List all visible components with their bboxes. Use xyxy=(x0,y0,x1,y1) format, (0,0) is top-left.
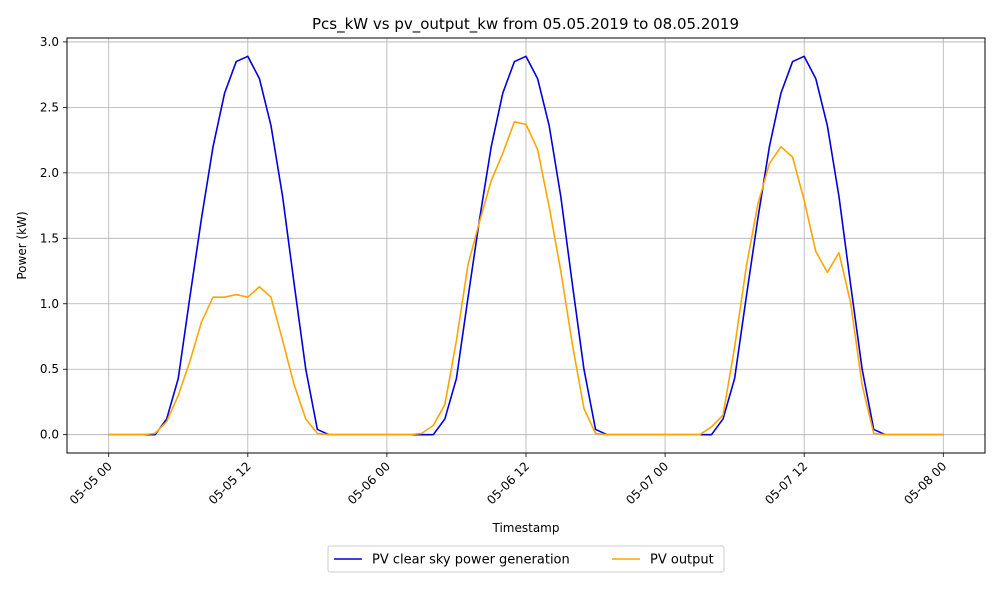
y-tick-label: 1.0 xyxy=(40,297,59,311)
x-tick-label: 05-06 00 xyxy=(345,459,393,507)
y-tick-label: 3.0 xyxy=(40,35,59,49)
pv-output-line xyxy=(108,120,944,436)
x-tick-label: 05-05 00 xyxy=(67,459,115,507)
y-axis-ticks: 0.0 0.5 1.0 1.5 2.0 2.5 3.0 xyxy=(40,35,67,442)
legend-box xyxy=(327,545,725,573)
clear-sky-power-line xyxy=(108,55,944,436)
x-tick-label: 05-06 12 xyxy=(484,459,532,507)
x-tick-label: 05-08 00 xyxy=(901,459,949,507)
legend-label-pv-output: PV output xyxy=(650,553,714,568)
x-tick-label: 05-07 00 xyxy=(623,459,671,507)
grid-lines xyxy=(67,38,985,453)
x-axis-ticks: 05-05 00 05-05 12 05-06 00 05-06 12 05-07 00… xyxy=(67,453,949,507)
x-tick-label: 05-05 12 xyxy=(206,459,254,507)
y-tick-label: 0.0 xyxy=(40,428,59,442)
chart-title: Pcs_kW vs pv_output_kw from 05.05.2019 t… xyxy=(312,15,739,34)
legend: PV clear sky power generation PV output xyxy=(327,545,725,573)
y-tick-label: 0.5 xyxy=(40,362,59,376)
x-tick-label: 05-07 12 xyxy=(762,459,810,507)
y-axis-title: Power (kW) xyxy=(15,211,29,279)
y-tick-label: 1.5 xyxy=(40,231,59,245)
y-tick-label: 2.5 xyxy=(40,100,59,114)
legend-label-clear-sky: PV clear sky power generation xyxy=(372,553,570,568)
x-axis-title: Timestamp xyxy=(492,521,560,535)
y-tick-label: 2.0 xyxy=(40,166,59,180)
series-lines xyxy=(108,55,944,436)
